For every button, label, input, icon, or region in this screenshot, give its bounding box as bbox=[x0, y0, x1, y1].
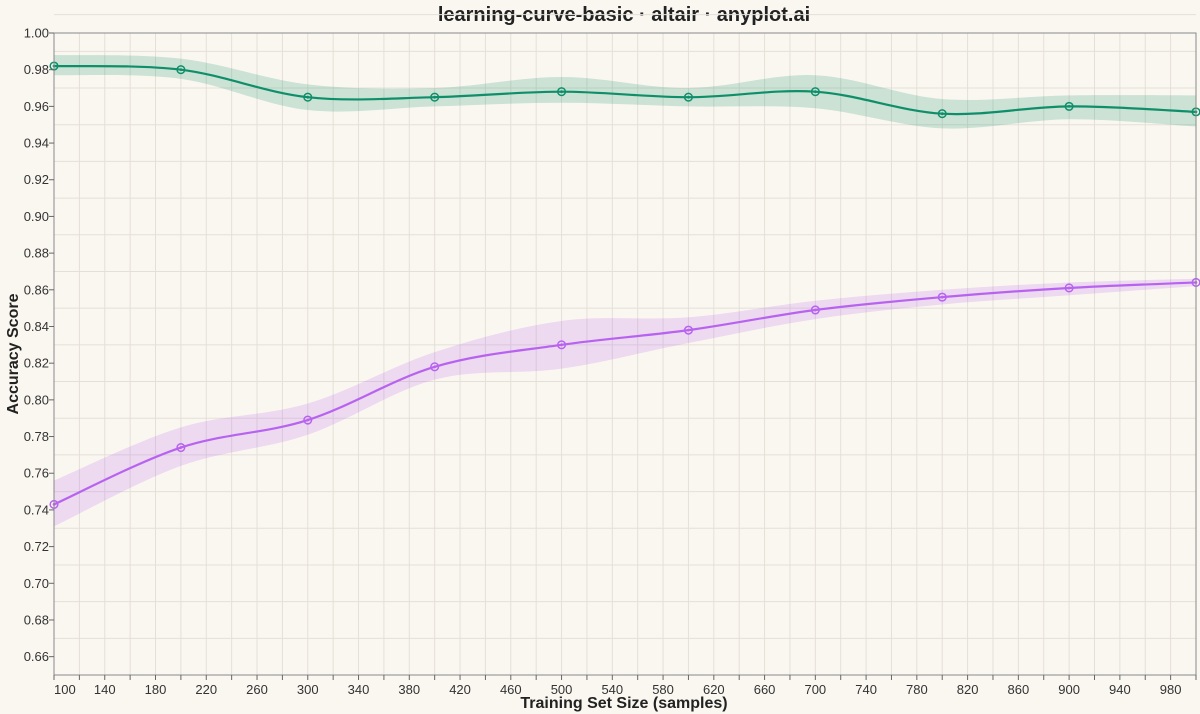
x-axis-title: Training Set Size (samples) bbox=[520, 695, 727, 712]
data-point-center bbox=[940, 112, 944, 116]
y-tick-label: 0.86 bbox=[24, 282, 49, 297]
data-point-center bbox=[306, 418, 310, 422]
data-point-center bbox=[687, 95, 690, 99]
plot-frame bbox=[53, 32, 1197, 676]
data-point-center bbox=[433, 365, 437, 369]
x-tick-label: 580 bbox=[652, 682, 674, 697]
data-point bbox=[683, 325, 693, 335]
data-point bbox=[557, 87, 567, 97]
x-tick-label: 260 bbox=[246, 682, 268, 697]
series-line-1 bbox=[53, 64, 1197, 116]
x-tick-label: 420 bbox=[449, 682, 471, 697]
series-lines bbox=[53, 64, 1197, 506]
x-tick-label: 140 bbox=[94, 682, 116, 697]
data-point bbox=[176, 65, 186, 75]
data-point bbox=[176, 442, 186, 453]
data-point bbox=[683, 92, 693, 102]
data-point-center bbox=[813, 308, 817, 312]
x-tick-label: 860 bbox=[1008, 682, 1030, 697]
y-tick-label: 0.76 bbox=[24, 466, 49, 481]
data-point-center bbox=[687, 328, 690, 332]
gridlines bbox=[53, 14, 1197, 676]
y-tick-label: 1.00 bbox=[24, 26, 49, 41]
x-tick-label: 540 bbox=[601, 682, 623, 697]
series-line-2 bbox=[53, 281, 1197, 506]
x-tick-label: 940 bbox=[1109, 682, 1131, 697]
data-point bbox=[430, 92, 440, 102]
x-tick-label: 740 bbox=[855, 682, 877, 697]
data-point-center bbox=[179, 68, 183, 72]
y-tick-label: 0.78 bbox=[24, 429, 49, 444]
x-tick-label: 500 bbox=[551, 682, 573, 697]
y-tick-label: 0.96 bbox=[24, 99, 49, 114]
data-point bbox=[303, 415, 313, 425]
x-tick-label: 620 bbox=[703, 682, 725, 697]
x-axis: 100 140 180 220 260 300 340 380 420 460 500 540 580 6… bbox=[53, 675, 1197, 697]
y-tick-label: 0.74 bbox=[24, 502, 49, 517]
data-point bbox=[810, 87, 820, 97]
x-tick-label: 180 bbox=[145, 682, 167, 697]
confidence-band-1 bbox=[54, 55, 1196, 129]
y-tick-label: 0.84 bbox=[24, 319, 49, 334]
y-tick-label: 0.92 bbox=[24, 172, 49, 187]
data-point bbox=[430, 362, 440, 372]
confidence-band-2 bbox=[54, 278, 1196, 527]
data-point bbox=[303, 92, 313, 102]
y-tick-label: 0.72 bbox=[24, 539, 49, 554]
y-tick-label: 0.94 bbox=[24, 136, 49, 151]
x-tick-label: 900 bbox=[1058, 682, 1080, 697]
data-point bbox=[937, 292, 947, 302]
data-point-center bbox=[560, 343, 563, 347]
x-tick-label: 980 bbox=[1160, 682, 1182, 697]
x-tick-label: 100 bbox=[54, 682, 76, 697]
data-point-center bbox=[560, 90, 563, 94]
data-point bbox=[1064, 101, 1074, 111]
x-tick-label: 780 bbox=[906, 682, 928, 697]
y-axis: 0.66 0.68 0.70 0.72 0.74 0.76 0.78 0.80 0.82 0.84… bbox=[24, 26, 54, 664]
series-points bbox=[49, 61, 1200, 509]
x-tick-label: 340 bbox=[348, 682, 370, 697]
y-tick-label: 0.66 bbox=[24, 649, 49, 664]
data-point bbox=[1064, 283, 1074, 293]
y-tick-label: 0.88 bbox=[24, 246, 49, 261]
y-tick-label: 0.90 bbox=[24, 209, 49, 224]
x-tick-label: 380 bbox=[398, 682, 420, 697]
data-point-center bbox=[1067, 104, 1071, 108]
y-tick-label: 0.82 bbox=[24, 356, 49, 371]
y-tick-label: 0.70 bbox=[24, 576, 49, 591]
x-tick-label: 220 bbox=[195, 682, 217, 697]
y-tick-label: 0.80 bbox=[24, 392, 49, 407]
data-point-center bbox=[940, 295, 944, 299]
data-point-center bbox=[433, 95, 437, 99]
data-point-center bbox=[1067, 286, 1071, 290]
y-axis-title: Accuracy Score bbox=[5, 293, 22, 414]
x-tick-label: 460 bbox=[500, 682, 522, 697]
x-tick-label: 700 bbox=[804, 682, 826, 697]
data-point-center bbox=[306, 95, 310, 99]
data-point bbox=[557, 340, 567, 350]
x-tick-label: 660 bbox=[754, 682, 776, 697]
x-tick-label: 300 bbox=[297, 682, 319, 697]
data-point-center bbox=[813, 90, 817, 94]
data-point bbox=[810, 305, 820, 315]
x-tick-label: 820 bbox=[957, 682, 979, 697]
y-tick-label: 0.98 bbox=[24, 62, 49, 77]
data-point bbox=[937, 109, 947, 119]
y-tick-label: 0.68 bbox=[24, 612, 49, 627]
data-point-center bbox=[179, 446, 183, 449]
